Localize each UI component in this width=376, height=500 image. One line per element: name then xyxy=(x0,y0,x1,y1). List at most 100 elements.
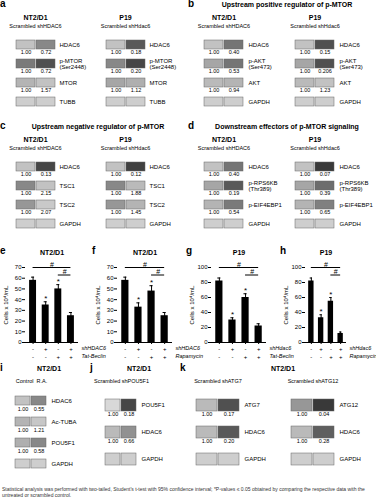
svg-text:0.040.04: 0.040.04 xyxy=(319,411,330,417)
svg-text:GAPDH: GAPDH xyxy=(52,461,73,467)
svg-text:*: * xyxy=(320,307,323,316)
svg-text:*: * xyxy=(244,286,247,295)
svg-text:0.200.2: 0.200.2 xyxy=(224,438,235,444)
svg-text:0.580.58: 0.580.58 xyxy=(34,448,45,454)
svg-text:MTOR: MTOR xyxy=(60,80,78,86)
svg-text:+: + xyxy=(329,354,333,360)
svg-text:p-MTOR(Ser2448): p-MTOR(Ser2448) xyxy=(60,58,87,70)
svg-text:TUBB: TUBB xyxy=(60,99,76,105)
svg-text:2.072.07: 2.072.07 xyxy=(41,209,52,215)
svg-text:+: + xyxy=(244,354,248,360)
svg-text:P19: P19 xyxy=(119,14,132,21)
svg-text:2.152.15: 2.152.15 xyxy=(41,190,52,196)
svg-text:20: 20 xyxy=(107,318,114,324)
svg-text:1.231.23: 1.231.23 xyxy=(320,87,331,93)
svg-text:80: 80 xyxy=(201,279,208,285)
svg-text:-: - xyxy=(218,346,220,352)
svg-text:NT2/D1: NT2/D1 xyxy=(23,14,47,21)
svg-text:1.001: 1.001 xyxy=(300,87,311,93)
svg-text:p-EIF4EBP1: p-EIF4EBP1 xyxy=(340,202,374,208)
svg-text:0.200.2: 0.200.2 xyxy=(131,68,142,74)
svg-text:Scrambled shHDAC6: Scrambled shHDAC6 xyxy=(9,145,61,151)
svg-text:0.720.72: 0.720.72 xyxy=(41,49,52,55)
svg-text:1.001: 1.001 xyxy=(202,411,213,417)
svg-text:#: # xyxy=(334,268,338,275)
svg-text:+: + xyxy=(163,354,167,360)
svg-text:+: + xyxy=(150,354,154,360)
svg-text:P19: P19 xyxy=(233,249,246,256)
svg-text:+: + xyxy=(339,346,343,352)
svg-text:HDAC6: HDAC6 xyxy=(60,164,81,170)
svg-text:1.001: 1.001 xyxy=(297,411,308,417)
svg-text:1.001: 1.001 xyxy=(209,49,220,55)
svg-text:HDAC6: HDAC6 xyxy=(142,429,163,435)
svg-text:+: + xyxy=(163,346,167,352)
svg-text:#: # xyxy=(237,261,241,268)
svg-text:1.001: 1.001 xyxy=(108,411,119,417)
svg-text:1.451.45: 1.451.45 xyxy=(131,209,142,215)
svg-text:Control R.A.: Control R.A. xyxy=(16,378,48,384)
svg-text:p-AKT(Ser473): p-AKT(Ser473) xyxy=(340,58,363,70)
svg-text:GAPDH: GAPDH xyxy=(249,99,270,105)
svg-text:0.390.39: 0.390.39 xyxy=(320,190,331,196)
svg-text:+: + xyxy=(319,346,323,352)
svg-text:1.001: 1.001 xyxy=(21,190,32,196)
svg-text:GAPDH: GAPDH xyxy=(340,99,361,105)
svg-text:GAPDH: GAPDH xyxy=(340,221,361,227)
svg-text:1.001: 1.001 xyxy=(18,427,29,433)
svg-text:GAPDH: GAPDH xyxy=(150,221,171,227)
svg-text:TSC1: TSC1 xyxy=(60,183,76,189)
svg-text:0.650.65: 0.650.65 xyxy=(320,209,331,215)
svg-text:+: + xyxy=(257,346,261,352)
svg-text:shHDAC6: shHDAC6 xyxy=(176,345,201,351)
svg-text:60: 60 xyxy=(295,294,302,300)
svg-text:1.001: 1.001 xyxy=(21,209,32,215)
svg-text:+: + xyxy=(231,346,235,352)
svg-text:0.130.13: 0.130.13 xyxy=(41,171,52,177)
svg-text:40: 40 xyxy=(295,309,302,315)
svg-text:p-RPS6KB(Thr389): p-RPS6KB(Thr389) xyxy=(340,180,369,192)
svg-text:0.190.19: 0.190.19 xyxy=(229,190,240,196)
svg-text:GAPDH: GAPDH xyxy=(60,221,81,227)
svg-text:Scrambled shHDAC6: Scrambled shHDAC6 xyxy=(198,23,250,29)
svg-text:#: # xyxy=(156,268,160,275)
svg-text:60: 60 xyxy=(201,294,208,300)
svg-text:p-MTOR(Ser2448): p-MTOR(Ser2448) xyxy=(150,58,177,70)
svg-text:HDAC6: HDAC6 xyxy=(249,42,270,48)
svg-text:#: # xyxy=(50,261,54,268)
svg-text:0.150.15: 0.150.15 xyxy=(320,49,331,55)
svg-text:+: + xyxy=(137,346,141,352)
svg-text:#: # xyxy=(324,261,328,268)
svg-text:1.001: 1.001 xyxy=(111,171,122,177)
svg-text:GAPDH: GAPDH xyxy=(340,456,361,462)
svg-text:100: 100 xyxy=(291,264,302,270)
svg-text:-: - xyxy=(218,354,220,360)
svg-text:1.001: 1.001 xyxy=(18,406,29,412)
svg-text:60: 60 xyxy=(107,275,114,281)
svg-text:NT2/D1: NT2/D1 xyxy=(212,136,236,143)
svg-text:TSC2: TSC2 xyxy=(150,202,166,208)
svg-text:*: * xyxy=(137,295,140,304)
svg-text:POU5F1: POU5F1 xyxy=(142,402,166,408)
svg-text:*: * xyxy=(329,290,332,299)
svg-text:0.720.72: 0.720.72 xyxy=(41,68,52,74)
svg-text:0: 0 xyxy=(204,339,208,345)
svg-text:1.211.21: 1.211.21 xyxy=(34,427,45,433)
svg-text:TSC1: TSC1 xyxy=(150,183,166,189)
svg-text:1.001: 1.001 xyxy=(209,68,220,74)
svg-text:30: 30 xyxy=(15,307,22,313)
svg-text:shHdac6: shHdac6 xyxy=(270,345,293,351)
svg-text:0.180.18: 0.180.18 xyxy=(124,411,135,417)
svg-text:1.001: 1.001 xyxy=(209,190,220,196)
svg-text:0.170.17: 0.170.17 xyxy=(224,411,235,417)
svg-text:1.001: 1.001 xyxy=(108,438,119,444)
svg-text:1.881.88: 1.881.88 xyxy=(131,190,142,196)
svg-text:HDAC6: HDAC6 xyxy=(340,42,361,48)
svg-text:Cells x 10⁴/mL: Cells x 10⁴/mL xyxy=(189,285,195,325)
svg-text:1.001: 1.001 xyxy=(209,209,220,215)
svg-text:POU5F1: POU5F1 xyxy=(52,440,76,446)
svg-text:1.001: 1.001 xyxy=(111,190,122,196)
svg-text:p-EIF4EBP1: p-EIF4EBP1 xyxy=(249,202,283,208)
svg-text:HDAC6: HDAC6 xyxy=(52,398,73,404)
svg-text:P19: P19 xyxy=(309,14,322,21)
